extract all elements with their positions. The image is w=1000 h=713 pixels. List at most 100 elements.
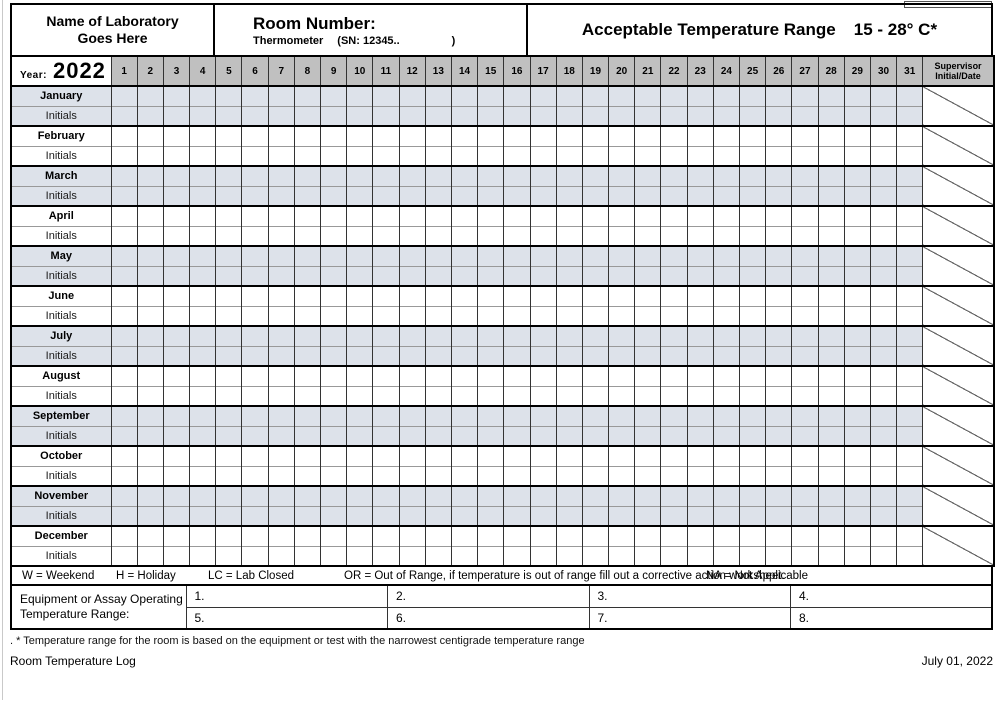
- temp-cell-august-6[interactable]: [241, 365, 269, 386]
- temp-cell-july-14[interactable]: [450, 325, 479, 346]
- initials-cell-october-14[interactable]: [450, 465, 479, 486]
- temp-cell-june-10[interactable]: [346, 285, 374, 306]
- temp-cell-july-23[interactable]: [686, 325, 714, 346]
- temp-cell-november-14[interactable]: [450, 485, 479, 506]
- temp-cell-february-31[interactable]: [896, 125, 924, 146]
- initials-cell-august-27[interactable]: [791, 385, 819, 406]
- temp-cell-january-25[interactable]: [738, 85, 767, 106]
- equipment-field-1[interactable]: 1.: [185, 584, 388, 608]
- temp-cell-april-20[interactable]: [608, 205, 636, 226]
- initials-cell-november-21[interactable]: [634, 505, 662, 526]
- temp-cell-july-20[interactable]: [608, 325, 636, 346]
- temp-cell-february-1[interactable]: [110, 125, 138, 146]
- initials-cell-march-7[interactable]: [267, 185, 295, 206]
- temp-cell-september-3[interactable]: [162, 405, 191, 426]
- initials-cell-december-9[interactable]: [319, 545, 348, 566]
- initials-cell-july-16[interactable]: [503, 345, 531, 366]
- temp-cell-november-8[interactable]: [293, 485, 322, 506]
- initials-cell-january-14[interactable]: [450, 105, 479, 126]
- initials-cell-october-21[interactable]: [634, 465, 662, 486]
- initials-cell-march-30[interactable]: [869, 185, 898, 206]
- temp-cell-november-1[interactable]: [110, 485, 138, 506]
- initials-cell-january-24[interactable]: [712, 105, 741, 126]
- temp-cell-august-15[interactable]: [477, 365, 505, 386]
- temp-cell-august-7[interactable]: [267, 365, 295, 386]
- initials-cell-august-10[interactable]: [346, 385, 374, 406]
- temp-cell-march-4[interactable]: [189, 165, 217, 186]
- temp-cell-june-12[interactable]: [398, 285, 426, 306]
- temp-cell-december-6[interactable]: [241, 525, 269, 546]
- temp-cell-december-1[interactable]: [110, 525, 138, 546]
- temp-cell-april-8[interactable]: [293, 205, 322, 226]
- temp-cell-january-17[interactable]: [529, 85, 557, 106]
- initials-cell-july-22[interactable]: [660, 345, 688, 366]
- temp-cell-march-2[interactable]: [136, 165, 164, 186]
- initials-cell-may-21[interactable]: [634, 265, 662, 286]
- temp-cell-october-30[interactable]: [869, 445, 898, 466]
- temp-cell-july-25[interactable]: [738, 325, 767, 346]
- initials-cell-september-15[interactable]: [477, 425, 505, 446]
- temp-cell-may-25[interactable]: [738, 245, 767, 266]
- temp-cell-january-21[interactable]: [634, 85, 662, 106]
- initials-cell-december-27[interactable]: [791, 545, 819, 566]
- temp-cell-march-31[interactable]: [896, 165, 924, 186]
- initials-cell-december-8[interactable]: [293, 545, 322, 566]
- temp-cell-december-22[interactable]: [660, 525, 688, 546]
- temp-cell-september-21[interactable]: [634, 405, 662, 426]
- initials-cell-august-20[interactable]: [608, 385, 636, 406]
- equipment-field-8[interactable]: 8.: [790, 606, 993, 630]
- initials-cell-january-27[interactable]: [791, 105, 819, 126]
- temp-cell-october-12[interactable]: [398, 445, 426, 466]
- temp-cell-december-18[interactable]: [555, 525, 583, 546]
- temp-cell-may-5[interactable]: [215, 245, 243, 266]
- initials-cell-april-31[interactable]: [896, 225, 924, 246]
- temp-cell-september-17[interactable]: [529, 405, 557, 426]
- initials-cell-january-15[interactable]: [477, 105, 505, 126]
- temp-cell-november-19[interactable]: [581, 485, 610, 506]
- temp-cell-october-29[interactable]: [843, 445, 871, 466]
- temp-cell-april-27[interactable]: [791, 205, 819, 226]
- initials-cell-april-27[interactable]: [791, 225, 819, 246]
- temp-cell-december-3[interactable]: [162, 525, 191, 546]
- temp-cell-june-18[interactable]: [555, 285, 583, 306]
- temp-cell-august-26[interactable]: [765, 365, 793, 386]
- initials-cell-june-16[interactable]: [503, 305, 531, 326]
- temp-cell-february-2[interactable]: [136, 125, 164, 146]
- temp-cell-august-14[interactable]: [450, 365, 479, 386]
- initials-cell-november-29[interactable]: [843, 505, 871, 526]
- initials-cell-december-21[interactable]: [634, 545, 662, 566]
- initials-cell-may-4[interactable]: [189, 265, 217, 286]
- initials-cell-october-27[interactable]: [791, 465, 819, 486]
- initials-cell-december-11[interactable]: [372, 545, 400, 566]
- initials-cell-november-25[interactable]: [738, 505, 767, 526]
- temp-cell-may-8[interactable]: [293, 245, 322, 266]
- initials-cell-november-5[interactable]: [215, 505, 243, 526]
- temp-cell-november-17[interactable]: [529, 485, 557, 506]
- temp-cell-october-22[interactable]: [660, 445, 688, 466]
- initials-cell-april-22[interactable]: [660, 225, 688, 246]
- supervisor-cell-june[interactable]: [922, 285, 995, 326]
- temp-cell-november-9[interactable]: [319, 485, 348, 506]
- initials-cell-march-4[interactable]: [189, 185, 217, 206]
- temp-cell-april-31[interactable]: [896, 205, 924, 226]
- temp-cell-october-11[interactable]: [372, 445, 400, 466]
- initials-cell-november-9[interactable]: [319, 505, 348, 526]
- initials-cell-january-11[interactable]: [372, 105, 400, 126]
- initials-cell-may-23[interactable]: [686, 265, 714, 286]
- temp-cell-october-15[interactable]: [477, 445, 505, 466]
- temp-cell-september-15[interactable]: [477, 405, 505, 426]
- temp-cell-july-21[interactable]: [634, 325, 662, 346]
- initials-cell-march-22[interactable]: [660, 185, 688, 206]
- temp-cell-february-21[interactable]: [634, 125, 662, 146]
- initials-cell-november-22[interactable]: [660, 505, 688, 526]
- temp-cell-november-29[interactable]: [843, 485, 871, 506]
- initials-cell-april-17[interactable]: [529, 225, 557, 246]
- temp-cell-september-30[interactable]: [869, 405, 898, 426]
- temp-cell-july-4[interactable]: [189, 325, 217, 346]
- initials-cell-march-10[interactable]: [346, 185, 374, 206]
- initials-cell-january-20[interactable]: [608, 105, 636, 126]
- initials-cell-october-3[interactable]: [162, 465, 191, 486]
- temp-cell-may-23[interactable]: [686, 245, 714, 266]
- initials-cell-january-31[interactable]: [896, 105, 924, 126]
- initials-cell-march-27[interactable]: [791, 185, 819, 206]
